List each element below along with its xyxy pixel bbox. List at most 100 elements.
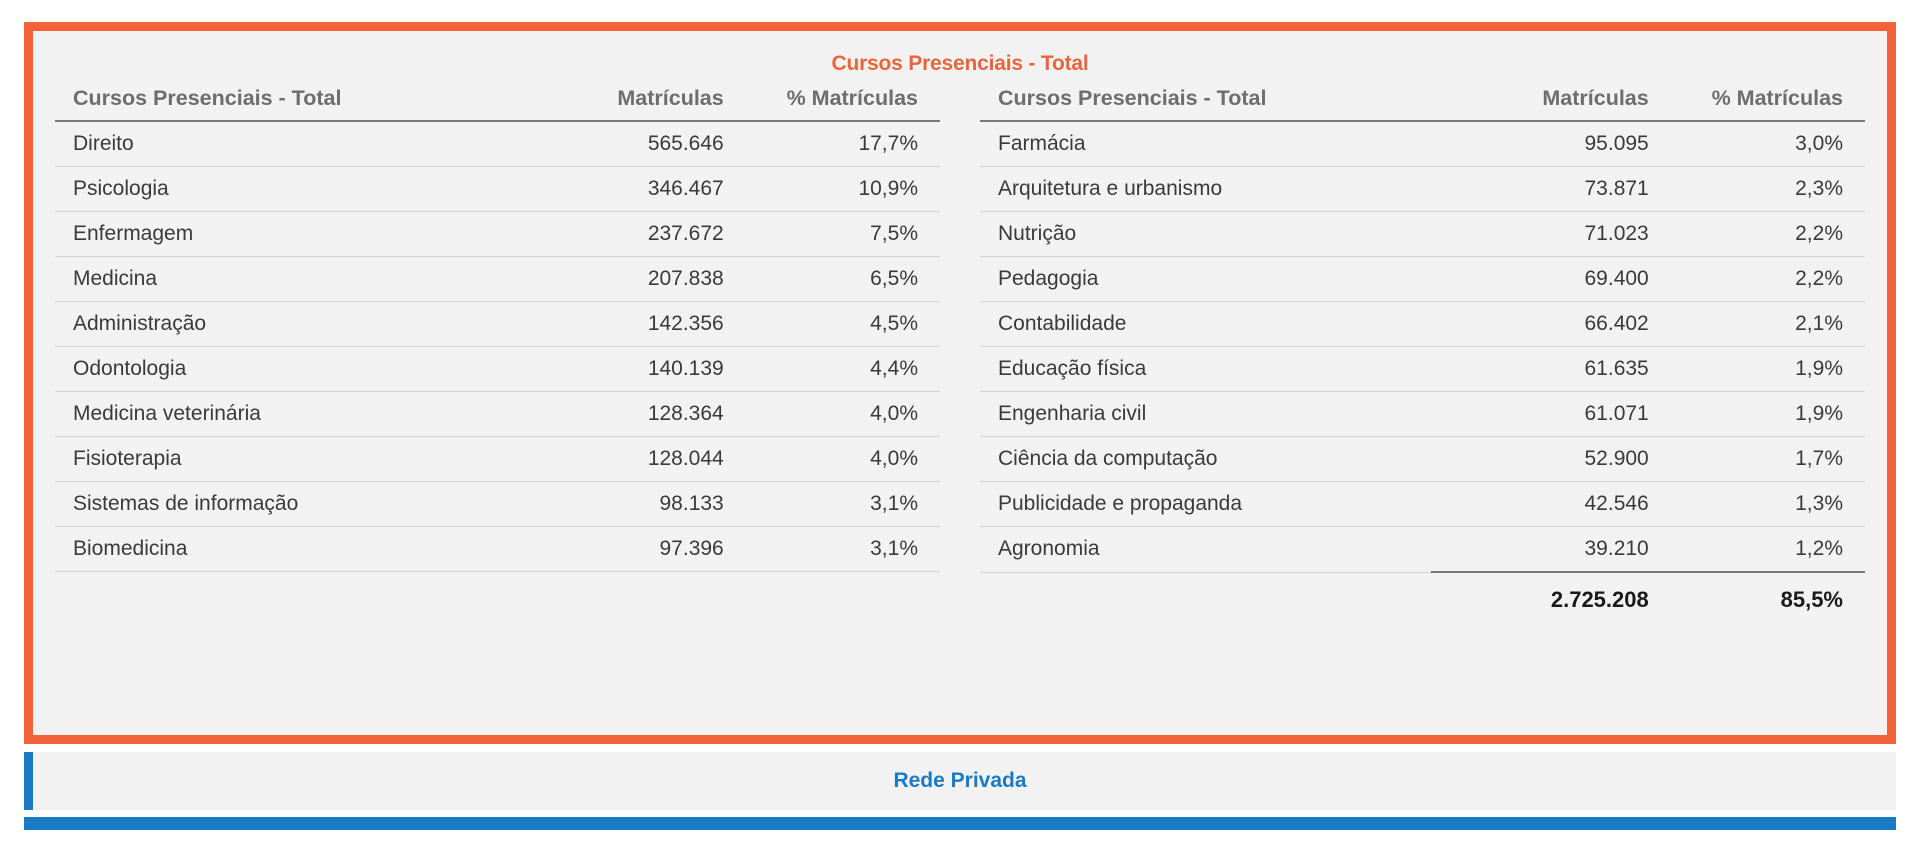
cell-total-enrollments: 2.725.208	[1430, 571, 1659, 623]
right-table-block: Cursos Presenciais - Total Matrículas % …	[980, 80, 1865, 624]
column-header-name[interactable]: Cursos Presenciais - Total	[980, 80, 1431, 122]
table-row[interactable]: Agronomia 39.210 1,2%	[980, 526, 1865, 573]
cell-pct: 2,2%	[1658, 211, 1865, 257]
cell-enrollments: 237.672	[505, 211, 734, 257]
cell-enrollments: 39.210	[1430, 526, 1659, 573]
table-spacer-row	[55, 572, 940, 625]
cell-course-name: Biomedicina	[55, 526, 506, 572]
cell-course-name: Medicina veterinária	[55, 391, 506, 437]
cell-course-name: Contabilidade	[980, 301, 1431, 347]
table-header-row: Cursos Presenciais - Total Matrículas % …	[55, 80, 940, 122]
table-row[interactable]: Publicidade e propaganda 42.546 1,3%	[980, 481, 1865, 527]
table-row[interactable]: Pedagogia 69.400 2,2%	[980, 256, 1865, 302]
spacer-cell	[55, 572, 506, 625]
cell-pct: 2,1%	[1658, 301, 1865, 347]
left-table-head: Cursos Presenciais - Total Matrículas % …	[55, 80, 940, 122]
cell-enrollments: 346.467	[505, 166, 734, 212]
footer-bar	[24, 752, 1896, 810]
cell-course-name: Engenharia civil	[980, 391, 1431, 437]
column-header-pct[interactable]: % Matrículas	[1658, 80, 1865, 122]
cell-pct: 3,1%	[733, 526, 940, 572]
table-row[interactable]: Direito 565.646 17,7%	[55, 121, 940, 167]
cell-enrollments: 95.095	[1430, 121, 1659, 167]
cell-pct: 17,7%	[733, 121, 940, 167]
cell-course-name: Psicologia	[55, 166, 506, 212]
cell-enrollments: 98.133	[505, 481, 734, 527]
cell-course-name: Nutrição	[980, 211, 1431, 257]
cell-enrollments: 128.364	[505, 391, 734, 437]
column-header-enrollments[interactable]: Matrículas	[505, 80, 734, 122]
cell-enrollments: 61.635	[1430, 346, 1659, 392]
table-row[interactable]: Engenharia civil 61.071 1,9%	[980, 391, 1865, 437]
table-row[interactable]: Contabilidade 66.402 2,1%	[980, 301, 1865, 347]
table-row[interactable]: Arquitetura e urbanismo 73.871 2,3%	[980, 166, 1865, 212]
cell-course-name: Medicina	[55, 256, 506, 302]
column-header-name[interactable]: Cursos Presenciais - Total	[55, 80, 506, 122]
right-table-head: Cursos Presenciais - Total Matrículas % …	[980, 80, 1865, 122]
cell-pct: 1,9%	[1658, 391, 1865, 437]
cell-course-name: Agronomia	[980, 526, 1431, 573]
cell-pct: 4,5%	[733, 301, 940, 347]
table-row[interactable]: Medicina veterinária 128.364 4,0%	[55, 391, 940, 437]
footer-label[interactable]: Rede Privada	[893, 769, 1027, 792]
footer-section: Rede Privada	[24, 752, 1896, 830]
table-row[interactable]: Psicologia 346.467 10,9%	[55, 166, 940, 212]
cell-enrollments: 140.139	[505, 346, 734, 392]
table-row[interactable]: Ciência da computação 52.900 1,7%	[980, 436, 1865, 482]
cell-enrollments: 97.396	[505, 526, 734, 572]
table-total-row: 2.725.208 85,5%	[980, 571, 1865, 623]
cell-enrollments: 66.402	[1430, 301, 1659, 347]
cell-enrollments: 207.838	[505, 256, 734, 302]
spacer-cell	[734, 572, 940, 625]
cell-enrollments: 52.900	[1430, 436, 1659, 482]
cell-course-name: Educação física	[980, 346, 1431, 392]
cell-course-name: Publicidade e propaganda	[980, 481, 1431, 527]
content-panel: Cursos Presenciais - Total Cursos Presen…	[24, 22, 1896, 744]
table-row[interactable]: Enfermagem 237.672 7,5%	[55, 211, 940, 257]
cell-course-name: Sistemas de informação	[55, 481, 506, 527]
cell-pct: 6,5%	[733, 256, 940, 302]
cell-enrollments: 61.071	[1430, 391, 1659, 437]
cell-pct: 4,0%	[733, 391, 940, 437]
cell-course-name: Direito	[55, 121, 506, 167]
content-panel-inner: Cursos Presenciais - Total Cursos Presen…	[33, 31, 1887, 735]
cell-pct: 3,0%	[1658, 121, 1865, 167]
cell-pct: 10,9%	[733, 166, 940, 212]
table-row[interactable]: Administração 142.356 4,5%	[55, 301, 940, 347]
table-row[interactable]: Nutrição 71.023 2,2%	[980, 211, 1865, 257]
left-table-block: Cursos Presenciais - Total Matrículas % …	[55, 80, 940, 624]
table-row[interactable]: Farmácia 95.095 3,0%	[980, 121, 1865, 167]
table-row[interactable]: Medicina 207.838 6,5%	[55, 256, 940, 302]
cell-pct: 7,5%	[733, 211, 940, 257]
cell-pct: 1,7%	[1658, 436, 1865, 482]
spacer-cell	[506, 572, 734, 625]
column-header-pct[interactable]: % Matrículas	[733, 80, 940, 122]
cell-course-name: Odontologia	[55, 346, 506, 392]
cell-pct: 3,1%	[733, 481, 940, 527]
table-header-row: Cursos Presenciais - Total Matrículas % …	[980, 80, 1865, 122]
cell-course-name: Enfermagem	[55, 211, 506, 257]
cell-course-name: Administração	[55, 301, 506, 347]
cell-enrollments: 142.356	[505, 301, 734, 347]
right-table-body: Farmácia 95.095 3,0% Arquitetura e urban…	[980, 121, 1865, 623]
table-row[interactable]: Biomedicina 97.396 3,1%	[55, 526, 940, 572]
table-row[interactable]: Educação física 61.635 1,9%	[980, 346, 1865, 392]
cell-pct: 2,3%	[1658, 166, 1865, 212]
column-header-enrollments[interactable]: Matrículas	[1430, 80, 1659, 122]
cell-pct: 2,2%	[1658, 256, 1865, 302]
cell-enrollments: 42.546	[1430, 481, 1659, 527]
table-row[interactable]: Odontologia 140.139 4,4%	[55, 346, 940, 392]
cell-pct: 1,9%	[1658, 346, 1865, 392]
cell-pct: 1,2%	[1658, 526, 1865, 573]
cell-total-label	[980, 572, 1431, 623]
cell-enrollments: 565.646	[505, 121, 734, 167]
table-row[interactable]: Fisioterapia 128.044 4,0%	[55, 436, 940, 482]
cell-pct: 4,0%	[733, 436, 940, 482]
cell-course-name: Farmácia	[980, 121, 1431, 167]
cell-course-name: Arquitetura e urbanismo	[980, 166, 1431, 212]
cell-pct: 4,4%	[733, 346, 940, 392]
footer-underline	[24, 817, 1896, 830]
table-row[interactable]: Sistemas de informação 98.133 3,1%	[55, 481, 940, 527]
right-table: Cursos Presenciais - Total Matrículas % …	[980, 80, 1865, 623]
cell-enrollments: 69.400	[1430, 256, 1659, 302]
